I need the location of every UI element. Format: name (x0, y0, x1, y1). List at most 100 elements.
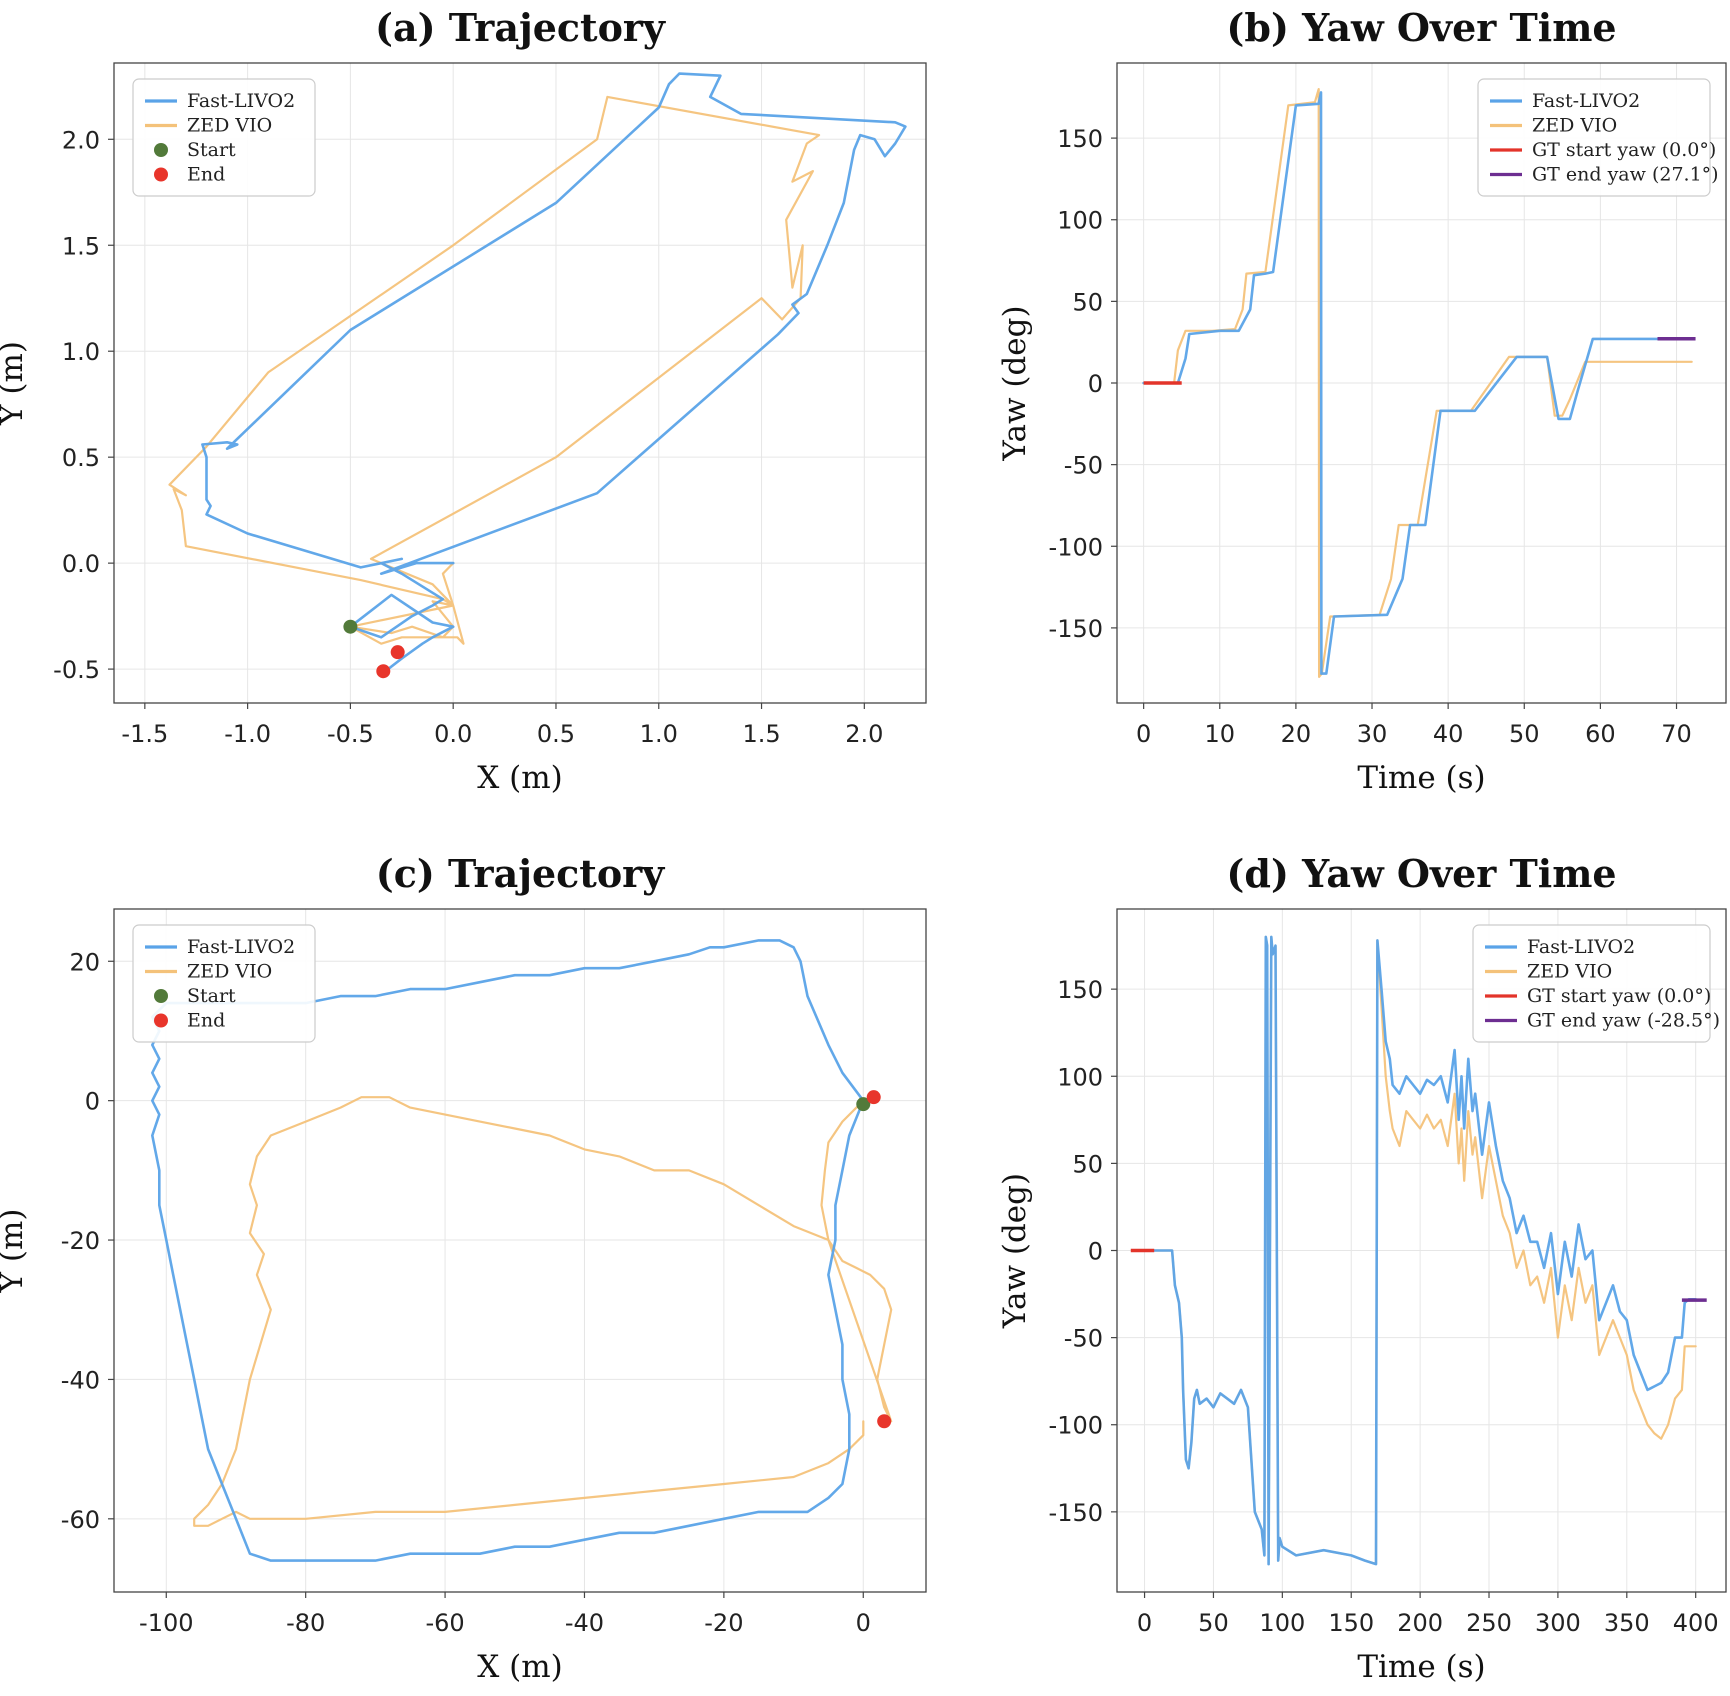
y-tick-label: 0 (85, 1088, 100, 1116)
y-tick-label: 1.5 (62, 232, 100, 260)
y-tick-label: -150 (1049, 615, 1103, 643)
y-tick-label: 100 (1057, 207, 1103, 235)
y-tick-label: 0.0 (62, 550, 100, 578)
y-axis-label: Yaw (deg) (997, 1173, 1033, 1329)
series-group (168, 72, 907, 679)
legend-label: ZED VIO (1527, 961, 1612, 983)
x-axis-label: X (m) (477, 760, 563, 796)
series-line-fast-livo2 (151, 939, 865, 1562)
legend-label: ZED VIO (1532, 115, 1617, 137)
y-tick-label: -50 (1064, 452, 1103, 480)
x-tick-label: 1.0 (640, 720, 678, 748)
legend-label: Start (187, 139, 236, 161)
series-group (151, 939, 893, 1562)
legend-label: ZED VIO (187, 115, 272, 137)
legend-box (132, 924, 316, 1043)
legend-label: GT start yaw (0.0°) (1527, 985, 1711, 1007)
x-tick-label: 60 (1585, 720, 1616, 748)
panel-d: 0 50 100 150 200 250 300 350 400 -150 -100 -50 0 50 10… (997, 851, 1727, 1685)
y-tick-label: -60 (61, 1506, 100, 1534)
legend-label: GT end yaw (-28.5°) (1527, 1010, 1720, 1032)
legend-label: ZED VIO (187, 961, 272, 983)
end-marker (376, 664, 391, 679)
series-line-fast-livo2 (1142, 91, 1693, 675)
x-tick-label: 200 (1397, 1609, 1443, 1637)
start-marker (856, 1097, 871, 1112)
x-tick-label: 10 (1204, 720, 1235, 748)
x-tick-label: 0.5 (537, 720, 575, 748)
legend-label: Fast-LIVO2 (1527, 936, 1635, 958)
legend-label: End (187, 164, 225, 186)
x-tick-label: 70 (1661, 720, 1692, 748)
x-tick-label: 150 (1328, 1609, 1374, 1637)
x-axis-label: X (m) (477, 1649, 563, 1685)
y-tick-label: -20 (61, 1227, 100, 1255)
y-axis-label: Yaw (deg) (997, 305, 1033, 461)
x-tick-label: 0 (1136, 720, 1151, 748)
legend-label: End (187, 1010, 225, 1032)
legend-label: Start (187, 985, 236, 1007)
grid (114, 63, 926, 703)
y-tick-label: -100 (1049, 533, 1103, 561)
y-tick-label: 50 (1072, 288, 1103, 316)
series-line-fast-livo2 (201, 72, 907, 673)
x-tick-label: 2.0 (845, 720, 883, 748)
x-tick-label: 100 (1259, 1609, 1305, 1637)
end-marker (866, 1090, 881, 1105)
x-tick-label: 0.0 (434, 720, 472, 748)
x-tick-label: 30 (1357, 720, 1388, 748)
y-tick-label: 0 (1088, 1238, 1103, 1266)
panel-b: 0 10 20 30 40 50 60 70 -150 -100 -50 0 50 100 150 (b) Y… (997, 5, 1727, 796)
x-tick-label: 0 (1137, 1609, 1152, 1637)
y-tick-label: 0 (1088, 370, 1103, 398)
y-tick-label: 2.0 (62, 126, 100, 154)
y-axis-label: Y (m) (0, 341, 30, 426)
legend-label: Fast-LIVO2 (187, 936, 295, 958)
legend-marker (154, 1013, 168, 1028)
y-tick-label: 50 (1072, 1150, 1103, 1178)
y-tick-label: -100 (1049, 1412, 1103, 1440)
x-tick-label: 0 (856, 1609, 871, 1637)
x-tick-label: -1.0 (224, 720, 271, 748)
plot-frame (113, 908, 927, 1593)
y-tick-label: -0.5 (53, 656, 100, 684)
x-axis-label: Time (s) (1357, 1649, 1485, 1685)
y-tick-label: 150 (1057, 976, 1103, 1004)
y-tick-label: 20 (69, 948, 100, 976)
x-tick-label: 50 (1509, 720, 1540, 748)
y-axis-label: Y (m) (0, 1209, 30, 1294)
series-line-fast-livo2 (1143, 935, 1697, 1566)
y-tick-label: -40 (61, 1366, 100, 1394)
x-tick-label: 50 (1198, 1609, 1229, 1637)
x-tick-label: 400 (1673, 1609, 1719, 1637)
chart-title: (c) Trajectory (376, 851, 665, 896)
x-tick-label: 40 (1433, 720, 1464, 748)
x-tick-label: 20 (1281, 720, 1312, 748)
x-tick-label: -0.5 (327, 720, 374, 748)
legend-box (1472, 924, 1711, 1043)
legend-box (132, 78, 316, 197)
x-tick-label: 250 (1466, 1609, 1512, 1637)
series-line-zed-vio (193, 1096, 893, 1527)
panel-a: -1.5 -1.0 -0.5 0.0 0.5 1.0 1.5 2.0 -0.5 0.0 0.5 1.0… (0, 5, 927, 796)
y-tick-label: 100 (1057, 1063, 1103, 1091)
x-tick-label: 300 (1535, 1609, 1581, 1637)
x-tick-label: -20 (704, 1609, 743, 1637)
end-marker (390, 645, 405, 660)
plot-frame (113, 62, 927, 704)
x-tick-label: -40 (565, 1609, 604, 1637)
x-tick-label: -1.5 (121, 720, 168, 748)
start-marker (343, 619, 358, 634)
legend-label: GT end yaw (27.1°) (1532, 164, 1719, 186)
legend-label: Fast-LIVO2 (187, 90, 295, 112)
x-tick-label: 1.5 (742, 720, 780, 748)
legend-marker (154, 143, 168, 157)
x-tick-label: 350 (1604, 1609, 1650, 1637)
y-tick-label: -150 (1049, 1499, 1103, 1527)
y-tick-label: -50 (1064, 1325, 1103, 1353)
legend-label: GT start yaw (0.0°) (1532, 139, 1716, 161)
end-marker (877, 1414, 892, 1429)
